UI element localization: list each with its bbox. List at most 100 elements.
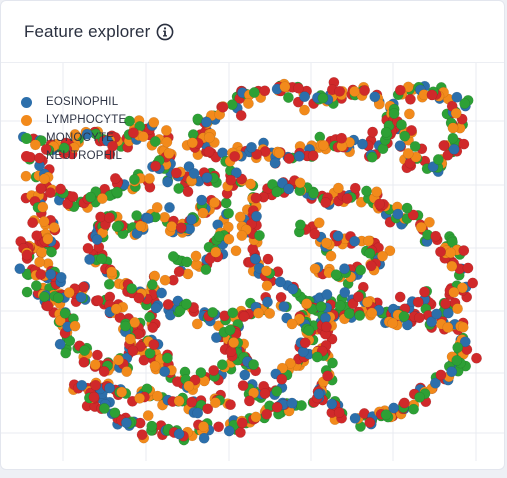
point-lymphocyte[interactable] (286, 318, 298, 330)
point-neutrophil[interactable] (309, 228, 321, 240)
point-eosinophil[interactable] (339, 263, 350, 275)
point-monocyte[interactable] (207, 306, 219, 318)
point-lymphocyte[interactable] (135, 220, 147, 232)
point-eosinophil[interactable] (427, 161, 439, 173)
scatter-plot-area[interactable] (1, 63, 504, 469)
point-neutrophil[interactable] (107, 140, 119, 152)
point-lymphocyte[interactable] (415, 221, 427, 233)
point-monocyte[interactable] (296, 400, 307, 411)
point-monocyte[interactable] (38, 291, 50, 303)
point-eosinophil[interactable] (269, 157, 281, 169)
point-neutrophil[interactable] (367, 126, 379, 138)
point-lymphocyte[interactable] (209, 397, 221, 409)
point-eosinophil[interactable] (349, 412, 361, 424)
point-lymphocyte[interactable] (144, 173, 155, 185)
point-neutrophil[interactable] (148, 339, 160, 351)
point-eosinophil[interactable] (394, 140, 406, 152)
point-monocyte[interactable] (161, 352, 173, 364)
point-lymphocyte[interactable] (457, 321, 469, 333)
point-monocyte[interactable] (21, 286, 33, 298)
point-lymphocyte[interactable] (210, 246, 222, 258)
point-neutrophil[interactable] (406, 124, 417, 136)
point-monocyte[interactable] (366, 151, 378, 163)
point-monocyte[interactable] (226, 99, 238, 111)
point-lymphocyte[interactable] (236, 230, 248, 242)
point-neutrophil[interactable] (419, 286, 430, 298)
point-lymphocyte[interactable] (228, 337, 240, 348)
point-eosinophil[interactable] (431, 308, 443, 320)
point-neutrophil[interactable] (471, 352, 482, 364)
point-monocyte[interactable] (223, 207, 235, 219)
point-neutrophil[interactable] (458, 245, 470, 257)
point-monocyte[interactable] (248, 87, 260, 98)
point-neutrophil[interactable] (88, 391, 100, 403)
point-monocyte[interactable] (311, 351, 323, 363)
point-lymphocyte[interactable] (63, 287, 75, 299)
point-neutrophil[interactable] (34, 152, 45, 164)
point-monocyte[interactable] (60, 347, 72, 359)
point-monocyte[interactable] (96, 253, 108, 265)
point-monocyte[interactable] (388, 108, 400, 119)
point-neutrophil[interactable] (394, 84, 406, 96)
point-neutrophil[interactable] (293, 82, 304, 94)
point-lymphocyte[interactable] (234, 211, 246, 223)
point-monocyte[interactable] (414, 391, 426, 403)
point-lymphocyte[interactable] (159, 274, 171, 286)
point-neutrophil[interactable] (467, 277, 479, 289)
point-neutrophil[interactable] (243, 395, 255, 407)
scatter-plot[interactable] (1, 63, 505, 470)
point-neutrophil[interactable] (147, 322, 159, 334)
point-eosinophil[interactable] (150, 302, 162, 314)
point-lymphocyte[interactable] (142, 410, 154, 422)
point-lymphocyte[interactable] (332, 182, 344, 194)
point-monocyte[interactable] (85, 191, 96, 203)
point-lymphocyte[interactable] (223, 233, 235, 245)
point-neutrophil[interactable] (458, 138, 470, 150)
point-lymphocyte[interactable] (129, 317, 141, 328)
point-eosinophil[interactable] (313, 388, 325, 400)
point-lymphocyte[interactable] (161, 136, 173, 148)
point-neutrophil[interactable] (136, 429, 148, 441)
point-lymphocyte[interactable] (190, 250, 202, 262)
point-eosinophil[interactable] (159, 366, 171, 378)
point-eosinophil[interactable] (339, 286, 351, 298)
point-monocyte[interactable] (146, 279, 158, 291)
point-monocyte[interactable] (334, 300, 346, 312)
point-monocyte[interactable] (355, 264, 367, 276)
point-neutrophil[interactable] (407, 209, 419, 221)
point-eosinophil[interactable] (91, 234, 103, 245)
point-lymphocyte[interactable] (284, 357, 296, 369)
point-monocyte[interactable] (282, 92, 294, 103)
point-eosinophil[interactable] (45, 268, 57, 280)
point-eosinophil[interactable] (426, 316, 438, 328)
point-lymphocyte[interactable] (152, 390, 163, 402)
point-neutrophil[interactable] (138, 354, 150, 366)
point-lymphocyte[interactable] (137, 131, 149, 143)
point-lymphocyte[interactable] (38, 216, 50, 227)
point-lymphocyte[interactable] (273, 147, 285, 159)
point-neutrophil[interactable] (271, 401, 283, 413)
point-monocyte[interactable] (459, 98, 471, 109)
point-neutrophil[interactable] (276, 373, 288, 385)
point-eosinophil[interactable] (230, 167, 242, 179)
point-lymphocyte[interactable] (121, 366, 133, 378)
point-neutrophil[interactable] (404, 93, 416, 105)
point-eosinophil[interactable] (196, 194, 208, 206)
point-eosinophil[interactable] (459, 336, 471, 348)
point-lymphocyte[interactable] (134, 392, 146, 404)
point-lymphocyte[interactable] (37, 201, 49, 213)
point-eosinophil[interactable] (249, 253, 261, 265)
point-eosinophil[interactable] (162, 176, 174, 188)
legend-item-lymphocyte[interactable]: LYMPHOCYTE (21, 111, 126, 129)
point-lymphocyte[interactable] (48, 222, 60, 233)
legend-item-eosinophil[interactable]: EOSINOPHIL (21, 93, 126, 111)
point-neutrophil[interactable] (203, 146, 215, 158)
point-monocyte[interactable] (317, 92, 329, 104)
point-monocyte[interactable] (200, 264, 212, 276)
point-monocyte[interactable] (409, 140, 421, 152)
point-neutrophil[interactable] (90, 379, 102, 391)
point-neutrophil[interactable] (440, 298, 452, 310)
point-monocyte[interactable] (398, 311, 410, 322)
point-monocyte[interactable] (79, 345, 91, 356)
point-monocyte[interactable] (111, 186, 123, 198)
